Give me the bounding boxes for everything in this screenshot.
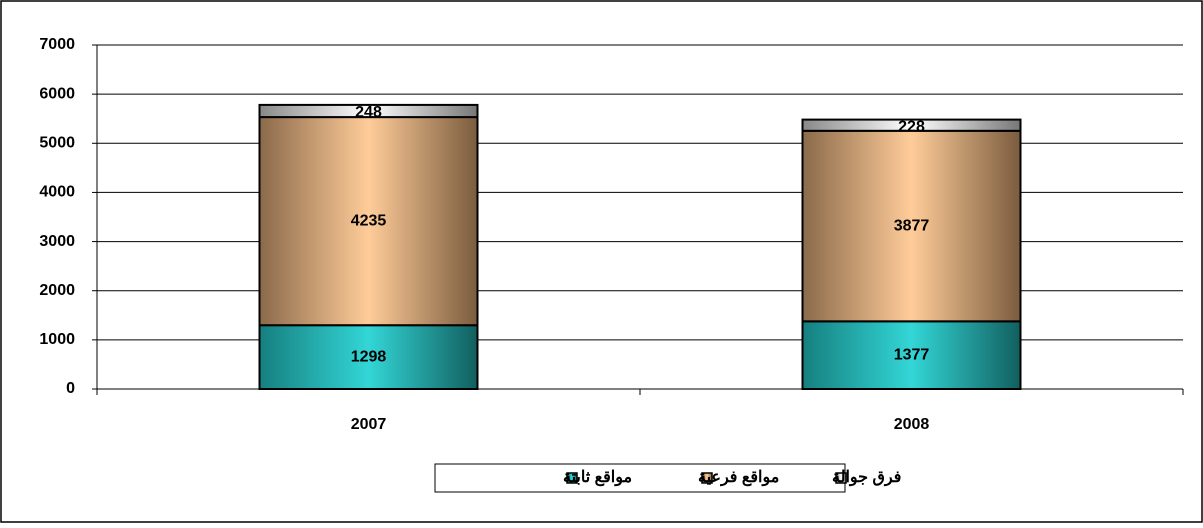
legend-swatch [835,472,847,484]
y-tick-label: 1000 [39,331,75,348]
y-tick-label: 3000 [39,233,75,250]
data-label: 1377 [894,346,930,363]
legend-label: فرق جوالة [832,469,901,487]
data-label: 228 [898,118,925,135]
bar-segment [258,116,479,327]
bar-segment [258,324,479,391]
y-tick-label: 6000 [39,85,75,102]
data-label: 248 [355,104,382,121]
legend-swatch [701,472,713,484]
legend-label: مواقع ثابتة [563,469,632,487]
y-tick-label: 5000 [39,135,75,152]
data-label: 1298 [351,348,387,365]
data-label: 3877 [894,217,930,234]
x-tick-label: 2007 [351,416,387,433]
y-tick-label: 4000 [39,184,75,201]
y-tick-label: 0 [66,380,75,397]
data-label: 4235 [351,212,387,229]
bar-segment [801,129,1022,323]
y-tick-label: 7000 [39,36,75,53]
bar-segment [801,118,1022,132]
legend-label: مواقع فرعية [698,469,779,487]
y-tick-label: 2000 [39,282,75,299]
bar-segment [801,320,1022,391]
legend-box [434,463,846,493]
legend-swatch [566,472,578,484]
bar-segment [258,103,479,119]
x-tick-label: 2008 [894,416,930,433]
